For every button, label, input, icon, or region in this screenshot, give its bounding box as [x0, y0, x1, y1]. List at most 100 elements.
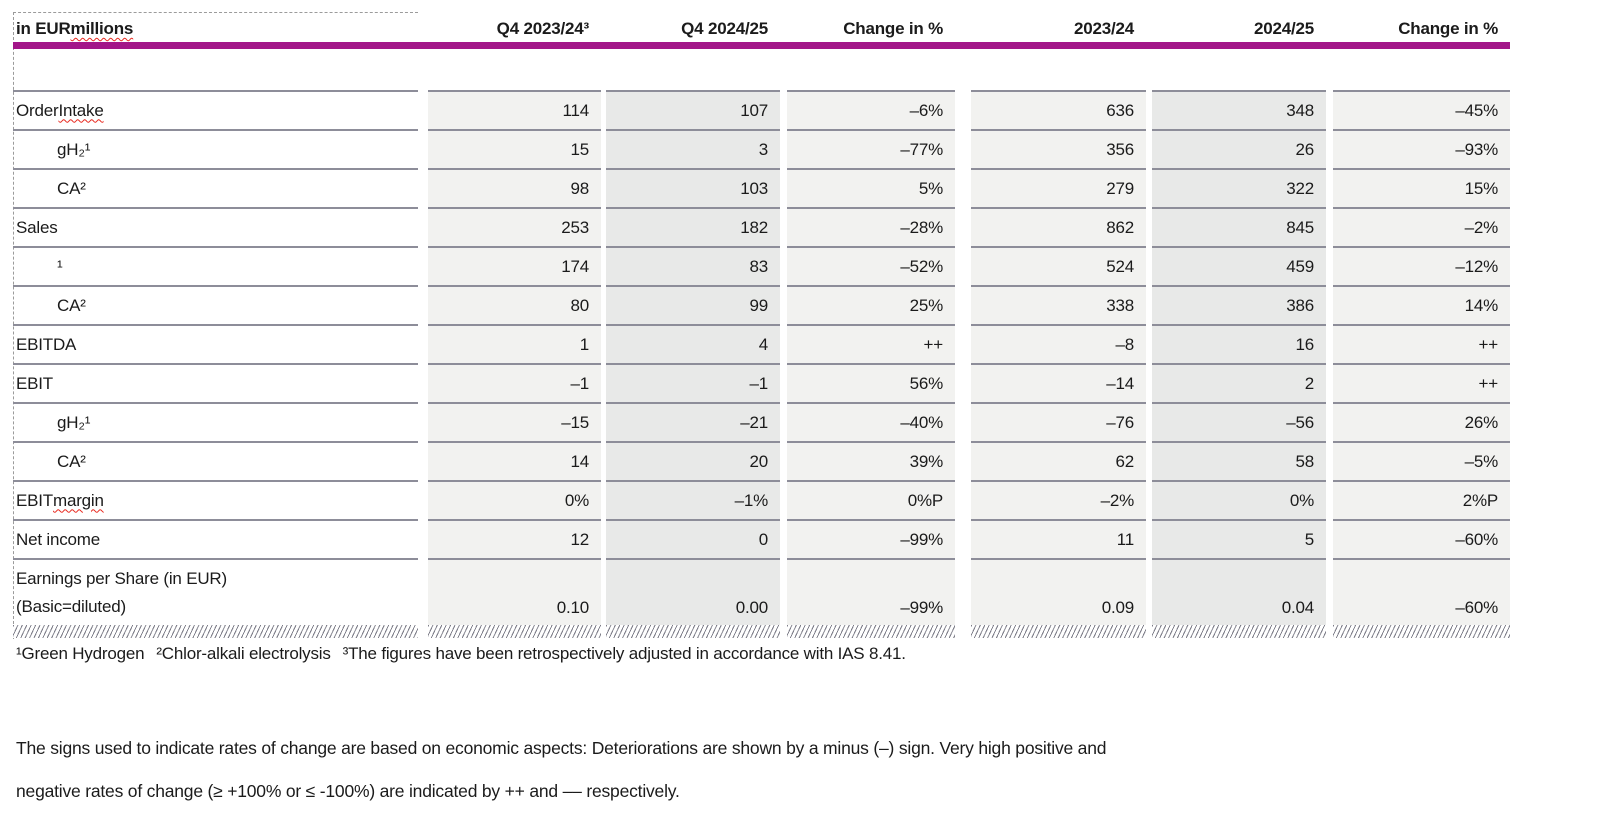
row-label: EBITDA: [13, 324, 418, 363]
cell-value: 83: [606, 246, 780, 285]
column-header: Change in %: [1398, 19, 1498, 38]
cell-value: –77%: [787, 129, 955, 168]
row-label: EBIT margin: [13, 480, 418, 519]
row-label: Earnings per Share (in EUR) (Basic=dilute…: [13, 558, 418, 625]
cell-value: –2%: [1333, 207, 1510, 246]
cell-value: 14: [428, 441, 601, 480]
row-label: gH₂¹: [13, 129, 418, 168]
row-label-text: Net income: [16, 529, 100, 549]
row-label-text: Order: [16, 100, 59, 120]
cell-value: 26%: [1333, 402, 1510, 441]
cell-value: ++: [787, 324, 955, 363]
cell-value: 5%: [787, 168, 955, 207]
cell-value: –1: [606, 363, 780, 402]
table-bottom-hatch: [606, 625, 780, 638]
row-label-text: gH₂¹: [57, 139, 91, 159]
table-unit-label: in EUR millions: [13, 12, 418, 42]
cell-value: –93%: [1333, 129, 1510, 168]
financial-table: in EUR millions Q4 2023/24³ Q4 2024/25 Chan…: [13, 12, 1510, 638]
row-label-text: Sales: [16, 217, 58, 237]
cell-value: –5%: [1333, 441, 1510, 480]
row-label: CA²: [13, 168, 418, 207]
cell-value: 20: [606, 441, 780, 480]
cell-value: 2: [1152, 363, 1326, 402]
cell-value: 14%: [1333, 285, 1510, 324]
cell-value: 338: [971, 285, 1146, 324]
cell-value: 12: [428, 519, 601, 558]
table-bottom-hatch: [971, 625, 1146, 638]
row-label-text: CA²: [57, 451, 86, 471]
cell-value: 4: [606, 324, 780, 363]
unit-label-text: in EUR: [16, 19, 71, 38]
cell-value: –56: [1152, 402, 1326, 441]
cell-value: 99: [606, 285, 780, 324]
column-header: 2023/24: [1073, 19, 1134, 38]
row-label-text: CA²: [57, 178, 86, 198]
cell-value: 0.04: [1152, 558, 1326, 625]
column-header: Change in %: [843, 19, 943, 38]
cell-value: 862: [971, 207, 1146, 246]
table-bottom-hatch: [1333, 625, 1510, 638]
cell-value: –60%: [1333, 558, 1510, 625]
cell-value: 182: [606, 207, 780, 246]
cell-value: 0.09: [971, 558, 1146, 625]
footnote-chlor-alkali: ²Chlor-alkali electrolysis: [156, 644, 331, 663]
cell-value: 174: [428, 246, 601, 285]
cell-value: 0.00: [606, 558, 780, 625]
table-bottom-hatch: [428, 625, 601, 638]
row-label: EBIT: [13, 363, 418, 402]
cell-value: –28%: [787, 207, 955, 246]
cell-value: 0.10: [428, 558, 601, 625]
column-header: Q4 2023/24³: [496, 19, 590, 38]
footnotes: ¹Green Hydrogen ²Chlor-alkali electrolysi…: [16, 644, 918, 664]
cell-value: 107: [606, 90, 780, 129]
cell-value: ++: [1333, 363, 1510, 402]
cell-value: –8: [971, 324, 1146, 363]
row-label-text: EBIT: [16, 490, 53, 510]
row-label: gH₂¹: [13, 402, 418, 441]
table-bottom-hatch: [1152, 625, 1326, 638]
cell-value: –21: [606, 402, 780, 441]
column-header: Q4 2024/25: [681, 19, 768, 38]
cell-value: –2%: [971, 480, 1146, 519]
row-label: Net income: [13, 519, 418, 558]
row-label: Order Intake: [13, 90, 418, 129]
cell-value: 348: [1152, 90, 1326, 129]
cell-value: –76: [971, 402, 1146, 441]
cell-value: 0: [606, 519, 780, 558]
cell-value: 1: [428, 324, 601, 363]
table-bottom-hatch: [787, 625, 955, 638]
row-label-misspelled-word: margin: [53, 490, 104, 510]
cell-value: 845: [1152, 207, 1326, 246]
cell-value: 58: [1152, 441, 1326, 480]
cell-value: 459: [1152, 246, 1326, 285]
cell-value: –45%: [1333, 90, 1510, 129]
row-label: CA²: [13, 285, 418, 324]
cell-value: 279: [971, 168, 1146, 207]
cell-value: 3: [606, 129, 780, 168]
column-header: 2024/25: [1253, 19, 1314, 38]
cell-value: 39%: [787, 441, 955, 480]
cell-value: 98: [428, 168, 601, 207]
cell-value: –99%: [787, 519, 955, 558]
row-label-text: gH₂¹: [57, 412, 91, 432]
cell-value: 253: [428, 207, 601, 246]
cell-value: 2%P: [1333, 480, 1510, 519]
rates-of-change-note: The signs used to indicate rates of chan…: [16, 727, 1416, 813]
cell-value: ++: [1333, 324, 1510, 363]
note-line-1: The signs used to indicate rates of chan…: [16, 738, 1107, 758]
cell-value: 15%: [1333, 168, 1510, 207]
cell-value: –14: [971, 363, 1146, 402]
cell-value: 0%: [428, 480, 601, 519]
row-label-text: ¹: [57, 256, 63, 276]
row-label-text: CA²: [57, 295, 86, 315]
cell-value: 103: [606, 168, 780, 207]
cell-value: 25%: [787, 285, 955, 324]
header-rule: [13, 42, 1510, 49]
footnote-ias-adjustment: ³The figures have been retrospectively a…: [342, 644, 906, 663]
footnote-green-hydrogen: ¹Green Hydrogen: [16, 644, 145, 663]
table-bottom-hatch: [13, 625, 418, 638]
cell-value: 26: [1152, 129, 1326, 168]
cell-value: –12%: [1333, 246, 1510, 285]
